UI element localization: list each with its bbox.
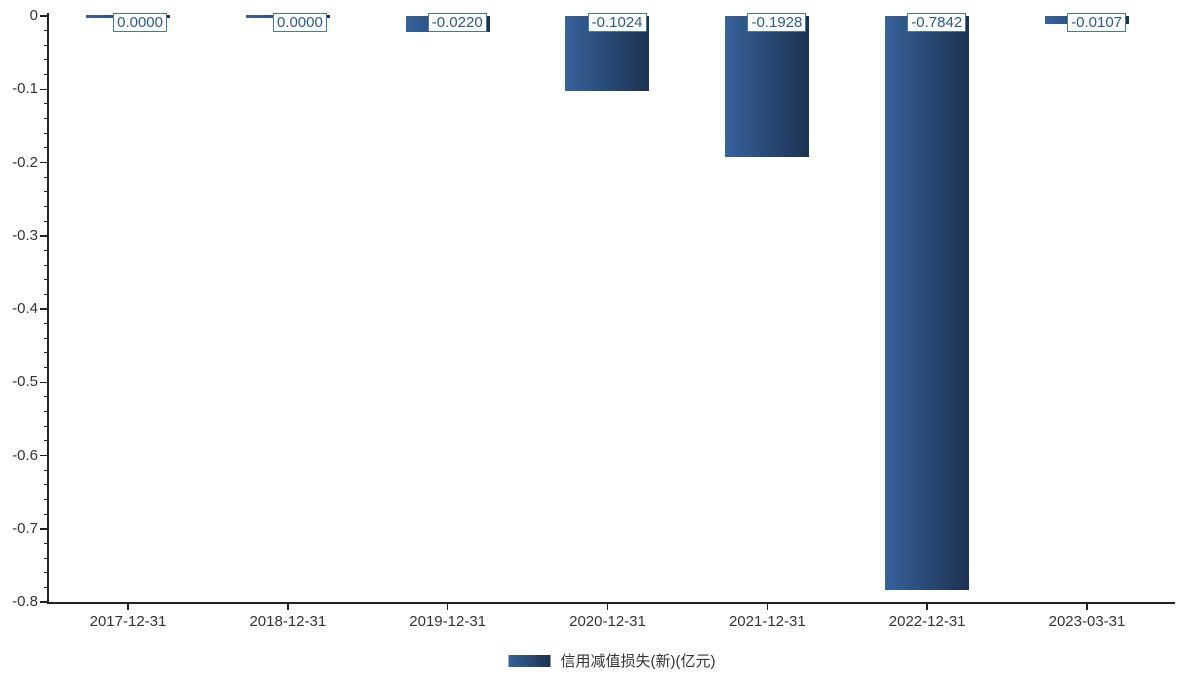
- y-axis-minor-tick: [43, 264, 48, 266]
- x-axis-tick: [926, 602, 928, 610]
- y-axis-minor-tick: [43, 59, 48, 61]
- legend-label: 信用减值损失(新)(亿元): [560, 653, 716, 670]
- y-axis-minor-tick: [43, 191, 48, 193]
- x-axis-label: 2022-12-31: [888, 613, 966, 630]
- y-axis-minor-tick: [43, 513, 48, 515]
- y-axis-label: -0.1: [12, 80, 38, 98]
- y-axis-minor-tick: [43, 147, 48, 149]
- x-axis-label: 2017-12-31: [89, 613, 167, 630]
- x-axis-label: 2019-12-31: [409, 613, 487, 630]
- x-axis-label: 2020-12-31: [569, 613, 646, 630]
- y-axis-minor-tick: [43, 469, 48, 471]
- y-axis-minor-tick: [43, 586, 48, 588]
- y-axis-minor-tick: [43, 440, 48, 442]
- y-axis-minor-tick: [43, 337, 48, 339]
- y-axis-minor-tick: [43, 118, 48, 120]
- y-axis-label: 0: [29, 7, 38, 24]
- x-axis-label: 2018-12-31: [249, 613, 327, 630]
- legend-swatch: [508, 654, 551, 667]
- y-axis-tick: [40, 15, 48, 17]
- value-label: 0.0000: [113, 13, 167, 32]
- y-axis-minor-tick: [43, 220, 48, 222]
- value-label: -0.1928: [747, 13, 807, 32]
- y-axis-label: -0.5: [12, 373, 38, 391]
- y-axis-label: -0.4: [12, 300, 38, 317]
- x-axis-label: 2023-03-31: [1048, 613, 1126, 630]
- y-axis-tick: [40, 235, 48, 237]
- y-axis-minor-tick: [43, 30, 48, 32]
- y-axis-tick: [40, 308, 48, 310]
- y-axis-label: -0.6: [12, 446, 38, 464]
- y-axis-minor-tick: [43, 367, 48, 369]
- y-axis-label: -0.7: [12, 519, 38, 537]
- y-axis-minor-tick: [43, 352, 48, 354]
- y-axis-tick: [40, 161, 48, 164]
- y-axis-minor-tick: [43, 425, 48, 427]
- value-label: -0.7842: [907, 13, 967, 32]
- y-axis-minor-tick: [43, 205, 48, 207]
- value-label: -0.0107: [1067, 13, 1126, 32]
- y-axis-label: -0.8: [12, 593, 38, 610]
- x-axis-label: 2021-12-31: [728, 613, 806, 630]
- x-axis-tick: [1086, 602, 1088, 610]
- y-axis-minor-tick: [43, 542, 48, 544]
- bar[interactable]: [725, 16, 810, 158]
- x-axis-tick: [446, 602, 449, 610]
- y-axis-tick: [40, 601, 48, 603]
- y-axis-minor-tick: [43, 44, 48, 46]
- y-axis-minor-tick: [43, 498, 48, 500]
- y-axis-minor-tick: [43, 572, 48, 574]
- y-axis-tick: [40, 528, 48, 530]
- value-label: 0.0000: [272, 13, 327, 32]
- bar[interactable]: [885, 16, 970, 591]
- y-axis-minor-tick: [43, 279, 48, 281]
- value-label: -0.0220: [427, 13, 487, 32]
- y-axis-minor-tick: [43, 323, 48, 325]
- y-axis-minor-tick: [43, 411, 48, 413]
- legend-item[interactable]: 信用减值损失(新)(亿元): [508, 650, 716, 671]
- value-label: -0.1024: [587, 13, 647, 32]
- y-axis-tick: [40, 454, 48, 457]
- x-axis-tick: [606, 602, 609, 610]
- x-axis-tick: [127, 602, 129, 610]
- y-axis-minor-tick: [43, 396, 48, 398]
- y-axis-minor-tick: [43, 484, 48, 486]
- y-axis-label: -0.3: [12, 226, 38, 244]
- y-axis-minor-tick: [43, 74, 48, 76]
- x-axis-tick: [766, 602, 769, 610]
- y-axis-minor-tick: [43, 293, 48, 295]
- y-axis-tick: [40, 381, 48, 383]
- y-axis-minor-tick: [43, 103, 48, 105]
- x-axis-line: [48, 602, 1175, 604]
- y-axis-minor-tick: [43, 176, 48, 178]
- y-axis-tick: [40, 88, 48, 90]
- y-axis-minor-tick: [43, 557, 48, 559]
- y-axis-minor-tick: [43, 132, 48, 134]
- y-axis-minor-tick: [43, 249, 48, 251]
- x-axis-tick: [287, 602, 289, 610]
- y-axis-label: -0.2: [12, 153, 38, 171]
